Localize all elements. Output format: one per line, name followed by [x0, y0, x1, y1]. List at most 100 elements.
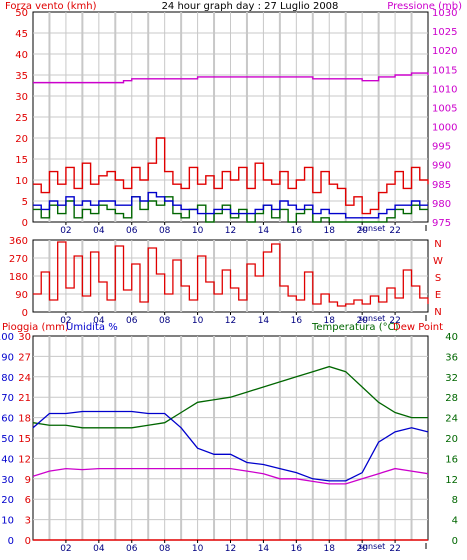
rain-ytick-label: 21 [18, 393, 31, 404]
wind-ytick-label: 20 [15, 134, 28, 145]
pressure-ytick-label: 1030 [432, 8, 457, 19]
direction-panel-xtick-label: 14 [258, 316, 270, 326]
wind-panel-xtick-label: 12 [225, 226, 236, 236]
humidity-panel-xtick-label: 16 [291, 544, 303, 554]
dewpoint-axis-title: Dew Point [393, 322, 443, 333]
pressure-ytick-label: 985 [432, 180, 451, 191]
temperature-ytick-label: 16 [445, 454, 458, 465]
humidity-panel-xtick-label: 08 [159, 544, 171, 554]
wind-ytick-label: 25 [15, 113, 28, 124]
direction-ytick-label: 270 [9, 254, 28, 265]
wind-panel-xtick-label: 20 [356, 226, 368, 236]
humidity-panel-xtick-label: 02 [60, 544, 71, 554]
wind-ytick-label: 50 [15, 8, 28, 19]
humidity-ytick-label: 60 [1, 414, 14, 425]
humidity-panel-xtick-label: 10 [192, 544, 204, 554]
compass-label: N [434, 239, 441, 250]
compass-label: W [433, 256, 443, 267]
humidity-ytick-label: 50 [1, 434, 14, 445]
humidity-ytick-label: 100 [0, 332, 14, 343]
temperature-ytick-label: 12 [445, 475, 458, 486]
wind-panel-xtick-label: 14 [258, 226, 270, 236]
compass-label: E [435, 290, 441, 301]
temperature-axis-title: Temperatura (°C) [311, 322, 399, 333]
humidity-ytick-label: 80 [1, 373, 14, 384]
pressure-ytick-label: 995 [432, 142, 451, 153]
chart-title: 24 hour graph day : 27 Luglio 2008 [162, 1, 339, 12]
humidity-ytick-label: 20 [1, 495, 14, 506]
wind-ytick-label: 5 [22, 197, 28, 208]
wind-ytick-label: 45 [15, 29, 28, 40]
humidity-axis-title: Umidita % [66, 322, 118, 333]
wind-panel-xtick-label: 22 [389, 226, 400, 236]
humidity-ytick-label: 10 [1, 516, 14, 527]
wind-panel-sunset-label: sunset [359, 224, 386, 233]
humidity-ytick-label: 0 [8, 536, 14, 547]
wind-axis-title: Forza vento (kmh) [5, 1, 97, 12]
rain-ytick-label: 0 [25, 536, 31, 547]
humidity-panel-xtick-label: 06 [126, 544, 138, 554]
direction-panel-xtick-label: 22 [389, 316, 400, 326]
rain-ytick-label: 6 [25, 495, 31, 506]
wind-panel-xtick-label: 02 [60, 226, 71, 236]
direction-panel-xtick-label: 08 [159, 316, 171, 326]
series-line-temperatura [32, 365, 428, 429]
temperature-ytick-label: 20 [445, 434, 458, 445]
wind-ytick-label: 35 [15, 71, 28, 82]
humidity-panel-xtick-label: 22 [389, 544, 400, 554]
pressure-axis-title: Pressione (mb) [387, 1, 462, 12]
humidity-panel-xtick-label: 04 [93, 544, 105, 554]
humidity-panel-xtick-label: 14 [258, 544, 270, 554]
rain-ytick-label: 3 [25, 516, 31, 527]
series-line-umidita [32, 410, 429, 482]
temperature-ytick-label: 36 [445, 352, 458, 363]
temperature-ytick-label: 24 [445, 414, 458, 425]
direction-ytick-label: 0 [22, 308, 28, 319]
wind-ytick-label: 10 [15, 176, 28, 187]
wind-ytick-label: 15 [15, 155, 28, 166]
humidity-ytick-label: 40 [1, 454, 14, 465]
rain-axis-title: Pioggia (mm) [2, 322, 69, 333]
series-line-pressione [33, 72, 429, 84]
direction-panel-xtick-label: 20 [356, 316, 368, 326]
humidity-ytick-label: 30 [1, 475, 14, 486]
rain-ytick-label: 30 [18, 332, 31, 343]
compass-label: N [434, 307, 441, 318]
humidity-ytick-label: 70 [1, 393, 14, 404]
direction-panel-xtick-label: 18 [324, 316, 336, 326]
rain-ytick-label: 24 [18, 373, 31, 384]
temperature-ytick-label: 32 [445, 373, 458, 384]
humidity-panel-sunset-label: sunset [359, 542, 386, 551]
direction-ytick-label: 90 [15, 290, 28, 301]
temperature-ytick-label: 4 [452, 516, 458, 527]
pressure-ytick-label: 1025 [432, 27, 457, 38]
humidity-panel-xtick-label: 20 [356, 544, 368, 554]
pressure-ytick-label: 990 [432, 161, 451, 172]
compass-label: S [435, 273, 441, 284]
wind-panel-xtick-label: 18 [324, 226, 336, 236]
direction-panel-sunset-label: sunset [359, 314, 386, 323]
rain-ytick-label: 18 [18, 414, 31, 425]
wind-ytick-label: 30 [15, 92, 28, 103]
wind-panel-xtick-label: 16 [291, 226, 303, 236]
humidity-ytick-label: 90 [1, 352, 14, 363]
pressure-ytick-label: 980 [432, 199, 451, 210]
temperature-ytick-label: 40 [445, 332, 458, 343]
rain-ytick-label: 12 [18, 454, 31, 465]
temperature-ytick-label: 28 [445, 393, 458, 404]
pressure-ytick-label: 1010 [432, 84, 457, 95]
series-line-vento-medio [33, 196, 428, 223]
humidity-panel-xtick-label: 12 [225, 544, 236, 554]
rain-ytick-label: 9 [25, 475, 31, 486]
humidity-panel-xtick-label: 18 [324, 544, 336, 554]
pressure-ytick-label: 975 [432, 218, 451, 229]
temperature-ytick-label: 8 [452, 495, 458, 506]
direction-ytick-label: 180 [9, 272, 28, 283]
direction-panel-xtick-label: 04 [93, 316, 105, 326]
direction-panel-xtick-label: 12 [225, 316, 236, 326]
direction-panel-xtick-label: 10 [192, 316, 204, 326]
direction-panel-xtick-label: 02 [60, 316, 71, 326]
wind-panel-xtick-label: 08 [159, 226, 171, 236]
wind-ytick-label: 40 [15, 50, 28, 61]
